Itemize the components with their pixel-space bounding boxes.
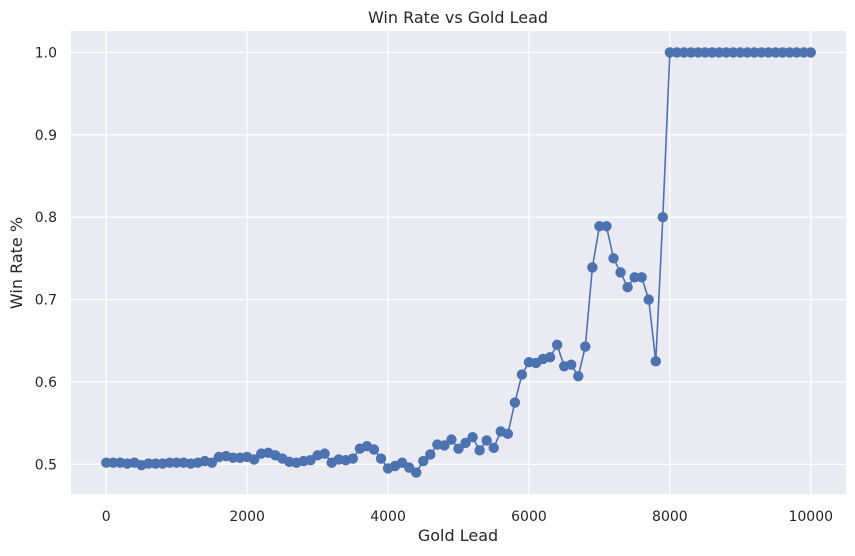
y-tick-label: 0.8 bbox=[35, 210, 57, 226]
y-tick-label: 0.5 bbox=[35, 457, 57, 473]
data-point bbox=[657, 211, 669, 223]
y-tick-label: 1.0 bbox=[35, 45, 57, 61]
x-axis-label: Gold Lead bbox=[418, 526, 498, 545]
x-tick-label: 8000 bbox=[652, 509, 688, 525]
y-tick-label: 0.9 bbox=[35, 128, 57, 144]
data-point bbox=[368, 444, 380, 455]
data-point bbox=[446, 434, 457, 445]
plot-background bbox=[71, 31, 846, 494]
data-point bbox=[439, 440, 450, 451]
data-point bbox=[347, 453, 359, 464]
data-point bbox=[453, 443, 464, 454]
data-point bbox=[425, 449, 436, 460]
data-point bbox=[206, 457, 218, 468]
x-tick-label: 4000 bbox=[370, 509, 406, 525]
y-tick-label: 0.6 bbox=[35, 375, 57, 391]
data-point bbox=[566, 359, 577, 370]
data-point bbox=[509, 397, 521, 408]
chart-title: Win Rate vs Gold Lead bbox=[368, 8, 548, 27]
data-point bbox=[544, 352, 556, 363]
y-tick-labels: 0.5 0.6 0.7 0.8 0.9 1.0 bbox=[35, 45, 57, 473]
data-point bbox=[411, 467, 422, 478]
y-axis-label: Win Rate % bbox=[7, 217, 26, 309]
x-tick-label: 2000 bbox=[229, 509, 265, 525]
data-point bbox=[481, 435, 492, 446]
data-point bbox=[601, 221, 612, 232]
data-point bbox=[488, 442, 499, 454]
data-point bbox=[319, 448, 330, 459]
data-point bbox=[805, 47, 816, 58]
series-layer bbox=[101, 47, 816, 478]
data-point bbox=[248, 454, 260, 465]
data-point bbox=[622, 282, 633, 293]
x-tick-label: 6000 bbox=[511, 509, 547, 525]
data-point bbox=[375, 453, 387, 464]
data-point bbox=[502, 428, 514, 440]
data-point bbox=[467, 431, 478, 443]
data-point bbox=[650, 356, 661, 367]
data-point bbox=[608, 253, 619, 264]
y-tick-label: 0.7 bbox=[35, 293, 57, 309]
data-point bbox=[516, 369, 528, 380]
x-tick-label: 10000 bbox=[788, 509, 833, 525]
data-point bbox=[587, 262, 598, 273]
data-point bbox=[474, 445, 485, 456]
x-tick-labels: 0 2000 4000 6000 8000 10000 bbox=[102, 509, 833, 525]
data-point bbox=[551, 339, 563, 351]
data-point bbox=[460, 437, 471, 449]
data-point bbox=[573, 370, 584, 382]
data-point bbox=[636, 272, 647, 283]
data-point bbox=[615, 267, 626, 278]
data-point bbox=[418, 455, 429, 467]
data-point bbox=[580, 341, 591, 352]
x-tick-label: 0 bbox=[102, 509, 111, 525]
data-point bbox=[643, 294, 654, 305]
